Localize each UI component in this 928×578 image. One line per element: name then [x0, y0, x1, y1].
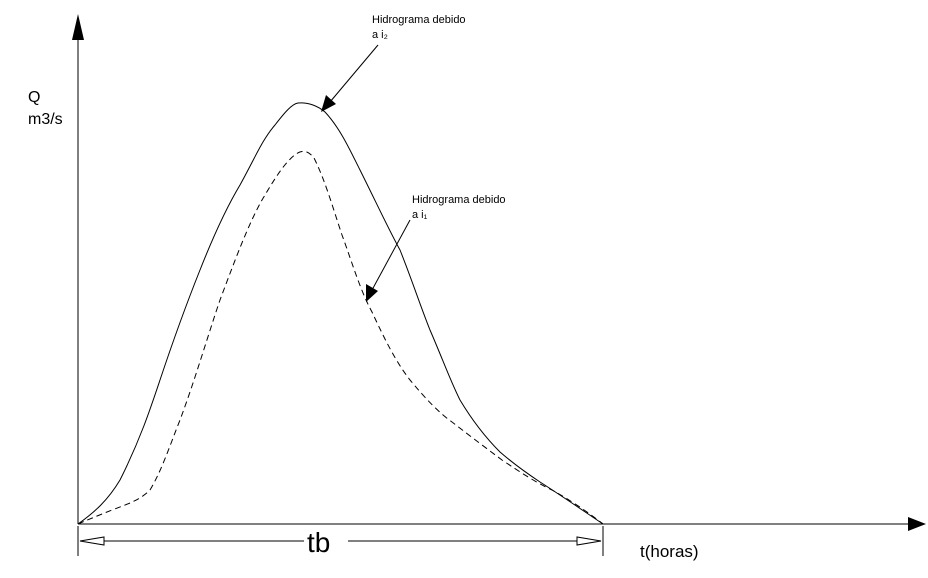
- annotation-text: Hidrograma debido: [412, 194, 506, 206]
- dimension-arrow: [79, 536, 105, 546]
- annotation-arrow: [371, 219, 411, 291]
- base-time-label: tb: [307, 527, 330, 558]
- annotation-text: Hidrograma debido: [372, 14, 466, 26]
- y-axis-arrow: [72, 14, 84, 40]
- annotation-text: a i₂: [372, 29, 388, 41]
- hydrograph-i1: [77, 150, 604, 525]
- annotation-arrowhead: [366, 284, 378, 302]
- annotation-text: a i₁: [412, 209, 428, 221]
- annotation-arrow: [329, 44, 379, 103]
- dimension-arrow: [576, 536, 602, 546]
- annotation-arrowhead: [321, 95, 336, 112]
- y-axis-label: Q: [28, 89, 40, 106]
- x-axis-arrow: [908, 517, 926, 531]
- y-axis-unit: m3/s: [28, 111, 63, 128]
- x-axis-label: t(horas): [640, 542, 699, 561]
- hydrograph-i2: [77, 102, 604, 525]
